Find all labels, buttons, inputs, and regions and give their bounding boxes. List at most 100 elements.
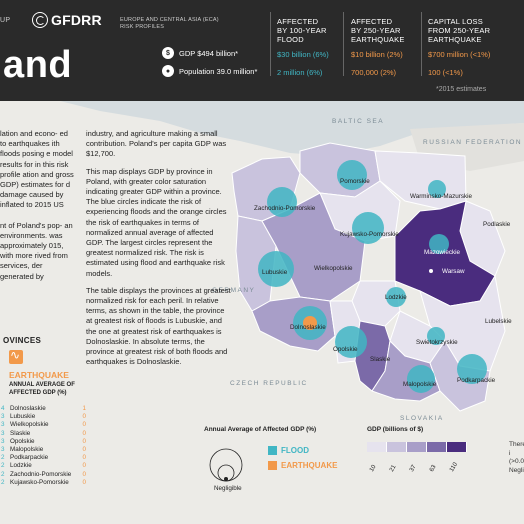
label-slaskie: Slaskie [370,356,391,363]
table-row: 2 Zachodnio-Pomorskie 0 [1,471,86,479]
divider [270,12,271,76]
flood-rank-value: 2 [1,462,5,470]
label-pomorskie: Pomorskie [340,178,370,185]
flood-circle-zachodnio[interactable] [267,187,297,217]
table-row: 3 Slaskie 0 [1,430,86,438]
earthquake-value: 0 [82,429,86,437]
sea-label: BALTIC SEA [332,118,385,125]
province-name: Lodzkie [10,462,32,470]
earthquake-value: 0 [82,421,86,429]
label-malopolskie: Malopolskie [403,381,437,388]
header-tag: UP [0,17,11,24]
province-rank-table: 4 Dolnoslaskie 1 3 Lubuskie 0 3 Wielkopolskie 0 3… [1,405,86,487]
czech-label: CZECH REPUBLIC [230,380,308,387]
gdp-scale-swatch [447,442,467,452]
flood-circle-lodzkie[interactable] [386,287,406,307]
gdp-color-scale [367,442,467,452]
province-name: Opolskie [10,437,35,445]
eq-circle-dolnoslaskie[interactable] [303,316,317,330]
col-head-line: BY 250-YEAR [351,26,401,35]
earthquake-subheading: ANNUAL AVERAGE OF AFFECTED GDP (%) [9,381,75,397]
capital-loss-column-head: CAPITAL LOSS FROM 250-YEAR EARTHQUAKE [428,17,490,44]
legend-flood: FLOOD [268,446,309,455]
flood-rank-value: 2 [1,478,5,486]
label-wielkopolskie: Wielkopolskie [314,265,353,272]
table-row: 4 Dolnoslaskie 1 [1,405,86,413]
flood-circle-kujawsko[interactable] [352,212,384,244]
flood-circle-opolskie[interactable] [335,326,367,358]
flood-circle-swietokrzyskie[interactable] [427,327,445,345]
label-lodzkie: Lodzkie [385,294,407,301]
table-row: 2 Podkarpackie 0 [1,454,86,462]
gfdrr-logo[interactable]: GFDRR [32,12,102,28]
province-name: Podkarpackie [10,454,49,462]
intro-paragraph-2: nt of Poland's pop- an environments. was… [0,220,73,281]
eq-pop-value: 700,000 (2%) [351,68,397,77]
col-head-line: AFFECTED [351,17,393,26]
person-icon: ● [162,65,174,77]
flood-circle-podkarpackie[interactable] [457,354,487,384]
earthquake-icon [9,348,23,364]
region-line-2: RISK PROFILES [120,24,165,30]
germany-label: GERMANY [212,287,256,294]
region-label: EUROPE AND CENTRAL ASIA (ECA) RISK PROFI… [120,17,219,31]
flood-circle-lubuskie[interactable] [258,251,294,287]
label-kujawsko: Kujawsko-Pomorskie [340,231,399,238]
intro-text: lation and econo- ed to earthquakes ith … [0,129,76,292]
flood-circle-pomorskie[interactable] [337,160,367,190]
map-svg [60,101,524,482]
region-line-1: EUROPE AND CENTRAL ASIA (ECA) [120,17,219,23]
gdp-legend-title: GDP (billions of $) [367,426,424,433]
divider [343,12,344,76]
flood-circle-malopolskie[interactable] [407,365,435,393]
col-head-line: EARTHQUAKE [351,35,405,44]
table-row: 3 Opolskie 0 [1,438,86,446]
description-paragraph-2: This map displays GDP by province in Pol… [86,166,227,278]
table-row: 3 Wielkopolskie 0 [1,421,86,429]
provinces-heading: OVINCES [3,336,42,345]
legend-earthquake: EARTHQUAKE [268,461,337,470]
gdp-scale-swatch [427,442,447,452]
gdp-scale-swatch [367,442,387,452]
earthquake-value: 1 [82,405,86,412]
earthquake-value: 0 [82,454,86,462]
label-lubelskie: Lubelskie [485,318,512,325]
province-name: Kujawsko-Pomorskie [10,478,69,486]
description-paragraph-1: industry, and agriculture making a small… [86,129,227,159]
flood-rank-value: 3 [1,421,5,429]
flood-circle-warminsko[interactable] [428,180,446,198]
label-lubuskie: Lubuskie [262,269,288,276]
province-name: Wielkopolskie [10,421,49,429]
dollar-icon: $ [162,47,174,59]
table-row: 2 Kujawsko-Pomorskie 0 [1,479,86,487]
earthquake-value: 0 [82,445,86,453]
flood-pop-value: 2 million (6%) [277,68,323,77]
earthquake-value: 0 [82,478,86,486]
province-name: Dolnoslaskie [10,405,46,412]
label-dolnoslaskie: Dolnoslaskie [290,324,326,331]
earthquake-value: 0 [82,470,86,478]
description-text: industry, and agriculture making a small… [86,129,232,374]
legend-circle-negligible [224,477,228,481]
population-value: Population 39.0 million* [179,66,258,76]
earthquake-swatch [268,461,277,470]
capital-loss-pop-value: 100 (<1%) [428,68,463,77]
flood-rank-value: 3 [1,437,5,445]
flood-column-head: AFFECTED BY 100-YEAR FLOOD [277,17,327,44]
intro-paragraph-1: lation and econo- ed to earthquakes ith … [0,129,74,210]
russia-label: RUSSIAN FEDERATION [423,139,523,146]
eq-gdp-value: $10 billion (2%) [351,50,403,59]
col-head-line: CAPITAL LOSS [428,17,483,26]
description-paragraph-3: The table displays the provinces at grea… [86,285,231,367]
capital-loss-value: $700 million (<1%) [428,50,491,59]
label-opolskie: Opolskie [333,346,358,353]
flood-legend-label: FLOOD [281,446,309,455]
flood-circle-mazowieckie[interactable] [429,234,449,254]
slovakia-label: SLOVAKIA [400,415,444,422]
map-area [0,101,524,524]
province-name: Zachodnio-Pomorskie [10,470,72,478]
gdp-value: GDP $494 billion* [179,48,239,58]
flood-rank-value: 2 [1,470,5,478]
circle-legend-title: Annual Average of Affected GDP (%) [204,426,317,433]
